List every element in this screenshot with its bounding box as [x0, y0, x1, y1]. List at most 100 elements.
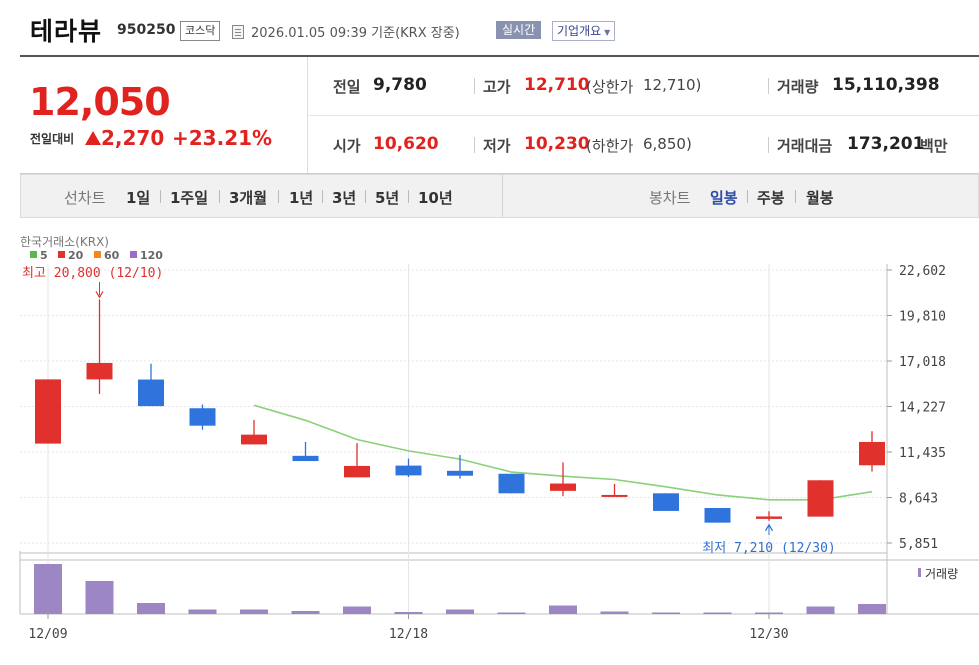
tab-separator: [747, 190, 748, 203]
volume-bar: [858, 604, 886, 614]
quote-separator: [768, 137, 769, 153]
prev-close-value: 9,780: [373, 75, 427, 95]
low-label: 저가: [483, 137, 511, 155]
candle-body: [807, 480, 834, 517]
candle-body: [189, 408, 216, 426]
realtime-button[interactable]: 실시간: [496, 21, 542, 39]
company-overview-dropdown[interactable]: 기업개요 ▼: [552, 21, 616, 41]
tab-3month[interactable]: 3개월: [229, 189, 268, 207]
tab-separator: [795, 190, 796, 203]
volume-legend-swatch: [918, 568, 921, 577]
change-label: 전일대비: [30, 132, 75, 146]
tab-separator: [160, 190, 161, 203]
tab-separator: [322, 190, 323, 203]
volume-bar: [343, 606, 371, 614]
quote-separator: [474, 78, 475, 94]
candle-body: [601, 494, 628, 497]
volume-bar: [188, 609, 217, 614]
tab-1week[interactable]: 1주일: [170, 189, 209, 207]
lower-limit-label: (하한가: [586, 137, 634, 155]
period-tab-bar: [20, 174, 979, 218]
x-tick-label: 12/18: [389, 627, 428, 642]
candle-body: [292, 455, 319, 462]
header-divider: [20, 55, 979, 57]
legend-swatch: [30, 251, 37, 258]
price-box: [20, 57, 308, 173]
y-tick-label: 8,643: [899, 492, 938, 507]
company-overview-label: 기업개요: [557, 24, 602, 38]
candle-body: [653, 493, 679, 511]
candle-body: [550, 483, 576, 491]
volume-bar: [600, 611, 629, 614]
low-value: 10,230: [524, 134, 590, 154]
volume-bar: [137, 603, 165, 614]
quote-separator: [768, 78, 769, 94]
candlestick-chart: 22,602 19,810 17,018 14,227 11,435 8,643 5,851…: [19, 235, 979, 642]
quote-separator: [474, 137, 475, 153]
candle-body: [704, 507, 731, 523]
min-price-annotation: 최저 7,210 (12/30): [702, 541, 836, 556]
tab-separator: [219, 190, 220, 203]
line-chart-label: 선차트: [64, 189, 106, 207]
legend-swatch: [130, 251, 137, 258]
tab-weekly-candle[interactable]: 주봉: [757, 189, 785, 207]
market-badge: 코스닥: [180, 21, 221, 41]
x-tick-label: 12/30: [749, 627, 788, 642]
y-tick-label: 11,435: [899, 446, 946, 461]
tab-daily-candle[interactable]: 일봉: [710, 189, 738, 207]
quote-timestamp: 2026.01.05 09:39 기준(KRX 장중): [251, 26, 460, 41]
legend-swatch: [58, 251, 65, 258]
volume-bar: [394, 612, 423, 614]
max-arrow-head: [95, 291, 104, 299]
candle-body: [86, 362, 113, 380]
tab-separator: [278, 190, 279, 203]
y-tick-label: 14,227: [899, 401, 946, 416]
high-label: 고가: [483, 78, 511, 96]
tab-1year[interactable]: 1년: [289, 189, 314, 207]
prev-close-label: 전일: [333, 78, 361, 96]
volume-bar: [755, 612, 783, 614]
tab-monthly-candle[interactable]: 월봉: [806, 189, 834, 207]
document-icon[interactable]: [232, 25, 244, 39]
tab-5year[interactable]: 5년: [375, 189, 400, 207]
price-change: 2,270: [101, 126, 165, 150]
upper-limit-label: (상한가: [586, 78, 634, 96]
tab-10year[interactable]: 10년: [418, 189, 453, 207]
quote-row-divider: [308, 115, 979, 116]
volume-bar: [549, 605, 577, 614]
min-arrow-head: [764, 523, 774, 532]
high-value: 12,710: [524, 75, 590, 95]
legend-label: 20: [68, 249, 84, 262]
amount-unit: 백만: [920, 137, 948, 155]
lower-limit-value: 6,850): [643, 135, 692, 153]
tab-separator: [365, 190, 366, 203]
candle-body: [447, 470, 473, 476]
volume-legend-label: 거래량: [925, 567, 958, 581]
current-price: 12,050: [29, 80, 171, 124]
tab-1day[interactable]: 1일: [126, 189, 151, 207]
period-bar-divider: [502, 175, 503, 217]
y-tick-label: 5,851: [899, 537, 938, 552]
volume-bar: [806, 606, 835, 614]
y-tick-label: 17,018: [899, 355, 946, 370]
candle-body: [498, 473, 525, 494]
candle-body: [859, 441, 885, 466]
volume-bar: [291, 611, 320, 614]
legend-label: 5: [40, 249, 48, 262]
candle-body: [241, 434, 267, 445]
candle-body: [395, 465, 422, 476]
open-value: 10,620: [373, 134, 439, 154]
tab-3year[interactable]: 3년: [332, 189, 357, 207]
legend-swatch: [94, 251, 101, 258]
volume-label: 거래량: [777, 78, 819, 96]
candle-body: [344, 465, 370, 478]
y-tick-label: 22,602: [899, 264, 946, 279]
stock-code: 950250: [117, 22, 176, 38]
legend-label: 120: [140, 249, 163, 262]
caret-down-icon: ▼: [604, 28, 611, 37]
x-tick-label: 12/09: [28, 627, 67, 642]
candle-body: [138, 379, 164, 407]
quote-panel: [20, 57, 979, 174]
candle-body: [756, 516, 782, 519]
tab-separator: [408, 190, 409, 203]
